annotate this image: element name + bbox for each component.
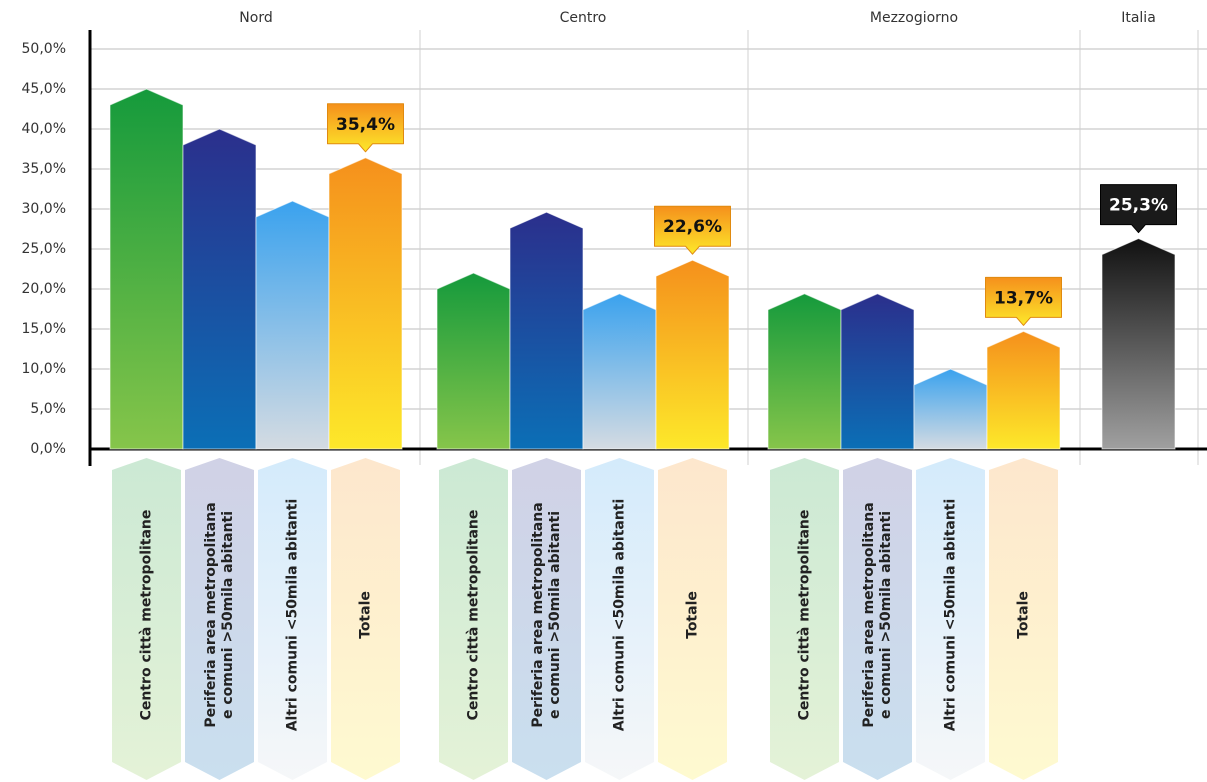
y-tick-label: 50,0% (22, 41, 66, 57)
bar (582, 293, 657, 450)
category-label-line: Altri comuni <50mila abitanti (943, 499, 959, 732)
category-label-line: e comuni >50mila abitanti (878, 511, 894, 719)
y-tick-label: 15,0% (22, 321, 66, 337)
category-tab (843, 458, 912, 780)
category-tab (512, 458, 581, 780)
category-tab (185, 458, 254, 780)
y-tick-label: 35,0% (22, 161, 66, 177)
y-tick-label: 20,0% (22, 281, 66, 297)
category-tab (439, 458, 508, 780)
category-label: Centro città metropolitane (466, 510, 482, 721)
category-label-line: e comuni >50mila abitanti (220, 511, 236, 719)
category-label: Periferia area metropolitanae comuni >50… (203, 502, 236, 727)
y-tick-label: 0,0% (30, 441, 66, 457)
category-label: Centro città metropolitane (797, 510, 813, 721)
category-label-line: Totale (1016, 591, 1032, 639)
category-tab (770, 458, 839, 780)
category-label-line: Centro città metropolitane (797, 510, 813, 721)
value-label: 35,4% (336, 115, 395, 135)
bar (913, 368, 988, 450)
category-label-line: Totale (358, 591, 374, 639)
category-label-line: Altri comuni <50mila abitanti (612, 499, 628, 732)
category-tab (989, 458, 1058, 780)
bar (182, 128, 257, 450)
category-label-line: e comuni >50mila abitanti (547, 511, 563, 719)
category-tab (258, 458, 327, 780)
group-label: Mezzogiorno (870, 10, 958, 26)
bar (436, 272, 511, 450)
category-label-line: Centro città metropolitane (139, 510, 155, 721)
bar (986, 330, 1061, 450)
callout-box (1100, 184, 1177, 234)
group-label: Italia (1121, 10, 1156, 26)
category-label-line: Totale (685, 591, 701, 639)
bar (1101, 238, 1176, 450)
category-tab (658, 458, 727, 780)
bar (840, 293, 915, 450)
bar (109, 88, 184, 450)
bar (328, 157, 403, 450)
callout-box (985, 276, 1062, 326)
y-tick-label: 10,0% (22, 361, 66, 377)
y-tick-label: 40,0% (22, 121, 66, 137)
bar (255, 200, 330, 450)
category-label-line: Periferia area metropolitana (530, 502, 546, 727)
value-label: 22,6% (663, 217, 722, 237)
category-tab (585, 458, 654, 780)
category-label: Altri comuni <50mila abitanti (943, 499, 959, 732)
category-label: Periferia area metropolitanae comuni >50… (861, 502, 894, 727)
category-tab (331, 458, 400, 780)
category-label-line: Altri comuni <50mila abitanti (285, 499, 301, 732)
category-tab (112, 458, 181, 780)
y-tick-label: 25,0% (22, 241, 66, 257)
category-label: Periferia area metropolitanae comuni >50… (530, 502, 563, 727)
value-label: 13,7% (994, 288, 1053, 308)
bar (767, 293, 842, 450)
group-label: Centro (560, 10, 607, 26)
category-label: Totale (1016, 591, 1032, 639)
category-label: Totale (358, 591, 374, 639)
category-label-line: Periferia area metropolitana (861, 502, 877, 727)
group-label: Nord (239, 10, 272, 26)
value-label: 25,3% (1109, 196, 1168, 216)
y-tick-label: 5,0% (30, 401, 66, 417)
bar (655, 259, 730, 450)
category-label-line: Periferia area metropolitana (203, 502, 219, 727)
callout-box (654, 205, 731, 255)
category-label: Altri comuni <50mila abitanti (612, 499, 628, 732)
category-label-line: Centro città metropolitane (466, 510, 482, 721)
category-label: Totale (685, 591, 701, 639)
bar (509, 211, 584, 450)
category-tab (916, 458, 985, 780)
callout-box (327, 103, 404, 153)
y-tick-label: 30,0% (22, 201, 66, 217)
category-label: Altri comuni <50mila abitanti (285, 499, 301, 732)
y-tick-label: 45,0% (22, 81, 66, 97)
category-label: Centro città metropolitane (139, 510, 155, 721)
